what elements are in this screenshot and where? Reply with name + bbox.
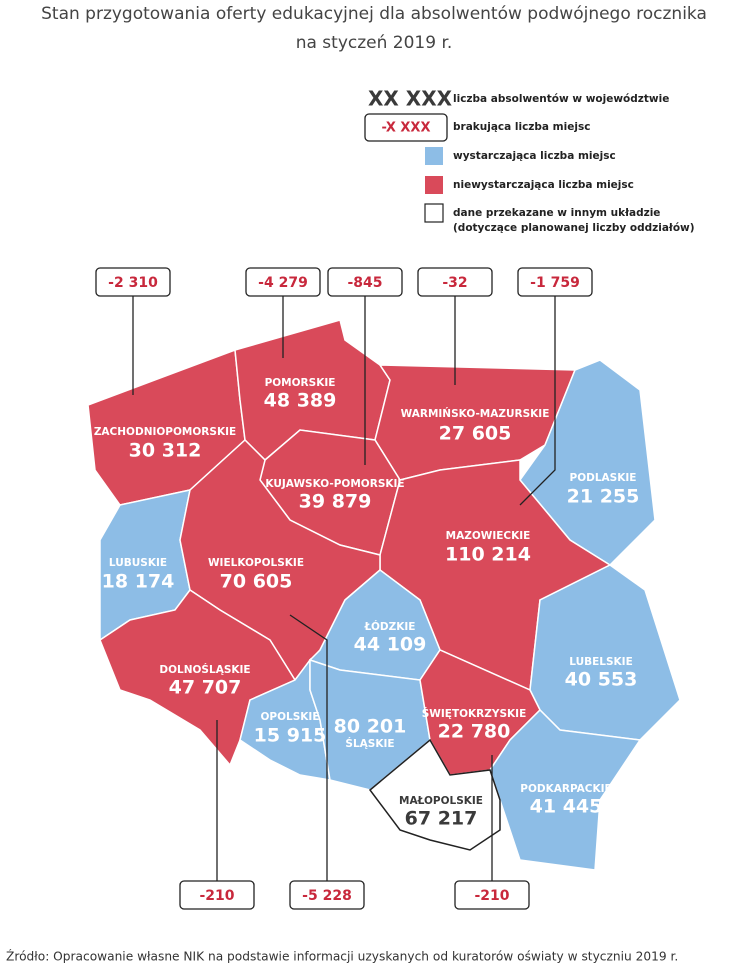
legend-text: dane przekazane w innym układzie [453,207,660,219]
region-shortfall: -4 279 [258,275,308,291]
region-name: ZACHODNIOPOMORSKIE [94,426,236,438]
region-graduates: 70 605 [220,571,293,593]
callout-line [289,614,328,881]
region-graduates: 21 255 [567,486,640,508]
region-shortfall: -210 [474,888,509,904]
region-name: KUJAWSKO-POMORSKIE [265,478,404,490]
region-shape [489,708,642,871]
region-graduates: 41 445 [530,796,603,818]
callout-box [179,880,255,910]
legend-text: (dotyczące planowanej liczby oddziałów) [453,222,695,234]
region-name: ŁÓDZKIE [364,620,416,633]
region-graduates: 67 217 [405,808,478,830]
region-graduates: 18 174 [102,571,175,593]
region-name: ŚWIĘTOKRZYSKIE [422,707,527,720]
region-graduates: 47 707 [169,677,242,699]
region-graduates: 48 389 [264,390,337,412]
region-shortfall: -845 [347,275,382,291]
region-name: PODLASKIE [570,472,637,484]
legend-sample: XX XXX [368,87,453,111]
region-name: MAŁOPOLSKIE [399,795,483,807]
source-note: Źródło: Opracowanie własne NIK na podsta… [6,949,678,964]
region-shortfall: -2 310 [108,275,158,291]
region-name: PODKARPACKIE [520,783,611,795]
legend-swatch [424,203,444,223]
region-name: LUBELSKIE [569,656,633,668]
region-name: ŚLĄSKIE [345,737,394,750]
region-shortfall: -210 [199,888,234,904]
region-graduates: 80 201 [334,716,407,738]
region-shortfall: -5 228 [302,888,352,904]
callout-box [327,267,403,297]
region-graduates: 44 109 [354,634,427,656]
region-graduates: 27 605 [439,423,512,445]
region-name: POMORSKIE [265,377,336,389]
region-name: OPOLSKIE [260,711,319,723]
region-name: LUBUSKIE [109,557,167,569]
region-graduates: 110 214 [445,544,531,566]
legend-swatch [425,147,443,165]
region-shape [368,738,501,851]
legend-text: wystarczająca liczba miejsc [453,150,616,162]
callout-box [517,267,593,297]
region-graduates: 40 553 [565,669,638,691]
region-shortfall: -32 [442,275,467,291]
legend-text: brakująca liczba miejsc [453,121,590,133]
region-graduates: 39 879 [299,491,372,513]
legend-text: liczba absolwentów w województwie [453,93,669,105]
region-graduates: 15 915 [254,725,327,747]
callout-line [519,296,556,506]
legend-sample: -X XXX [382,121,431,136]
region-name: WIELKOPOLSKIE [208,557,304,569]
region-graduates: 30 312 [129,440,202,462]
callout-box [417,267,493,297]
legend-swatch [425,176,443,194]
region-name: DOLNOŚLĄSKIE [159,663,250,676]
region-shortfall: -1 759 [530,275,580,291]
legend-text: niewystarczająca liczba miejsc [453,179,634,191]
region-name: WARMIŃSKO-MAZURSKIE [401,407,550,420]
region-name: MAZOWIECKIE [446,530,531,542]
legend-sample-box [364,113,448,142]
region-graduates: 22 780 [438,721,511,743]
callout-box [454,880,530,910]
title: Stan przygotowania oferty edukacyjnej dl… [41,4,707,24]
callout-box [245,267,321,297]
callout-box [289,880,365,910]
title: na styczeń 2019 r. [296,33,453,53]
callout-box [95,267,171,297]
